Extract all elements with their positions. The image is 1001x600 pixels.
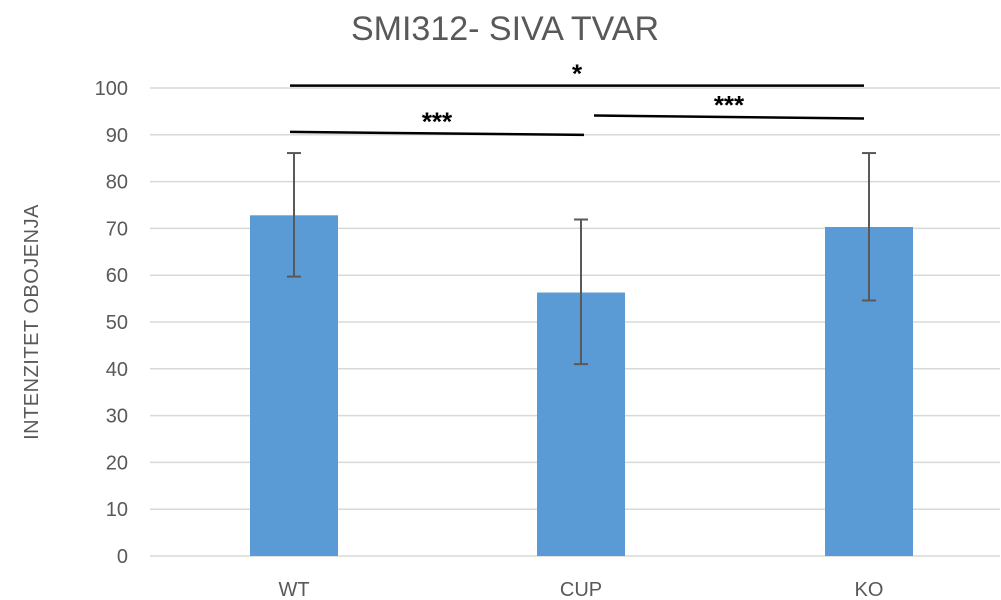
significance-line: [289, 130, 585, 137]
x-axis-ticks: WT CUP KO: [278, 579, 883, 600]
y-tick-label: 90: [106, 125, 128, 147]
y-tick-label: 50: [106, 312, 128, 334]
significance-line: [593, 114, 865, 120]
significance-label: *: [572, 59, 583, 89]
y-tick-label: 80: [106, 172, 128, 194]
x-tick-label: WT: [278, 579, 309, 600]
error-bars: [287, 152, 876, 366]
y-tick-label: 70: [106, 218, 128, 240]
y-tick-label: 10: [106, 499, 128, 521]
significance-markers: *******: [289, 59, 865, 137]
x-tick-label: KO: [855, 579, 884, 600]
chart-title: SMI312- SIVA TVAR: [351, 10, 659, 48]
y-tick-label: 40: [106, 359, 128, 381]
y-tick-label: 0: [117, 546, 128, 568]
y-axis-ticks: 0 10 20 30 40 50 60 70 80 90 100: [95, 78, 128, 568]
significance-label: ***: [422, 106, 453, 136]
y-axis-title: INTENZITET OBOJENJA: [21, 204, 43, 440]
y-tick-label: 20: [106, 452, 128, 474]
x-tick-label: CUP: [560, 579, 602, 600]
y-tick-label: 60: [106, 265, 128, 287]
y-tick-label: 30: [106, 406, 128, 428]
significance-label: ***: [714, 90, 745, 120]
y-tick-label: 100: [95, 78, 128, 100]
